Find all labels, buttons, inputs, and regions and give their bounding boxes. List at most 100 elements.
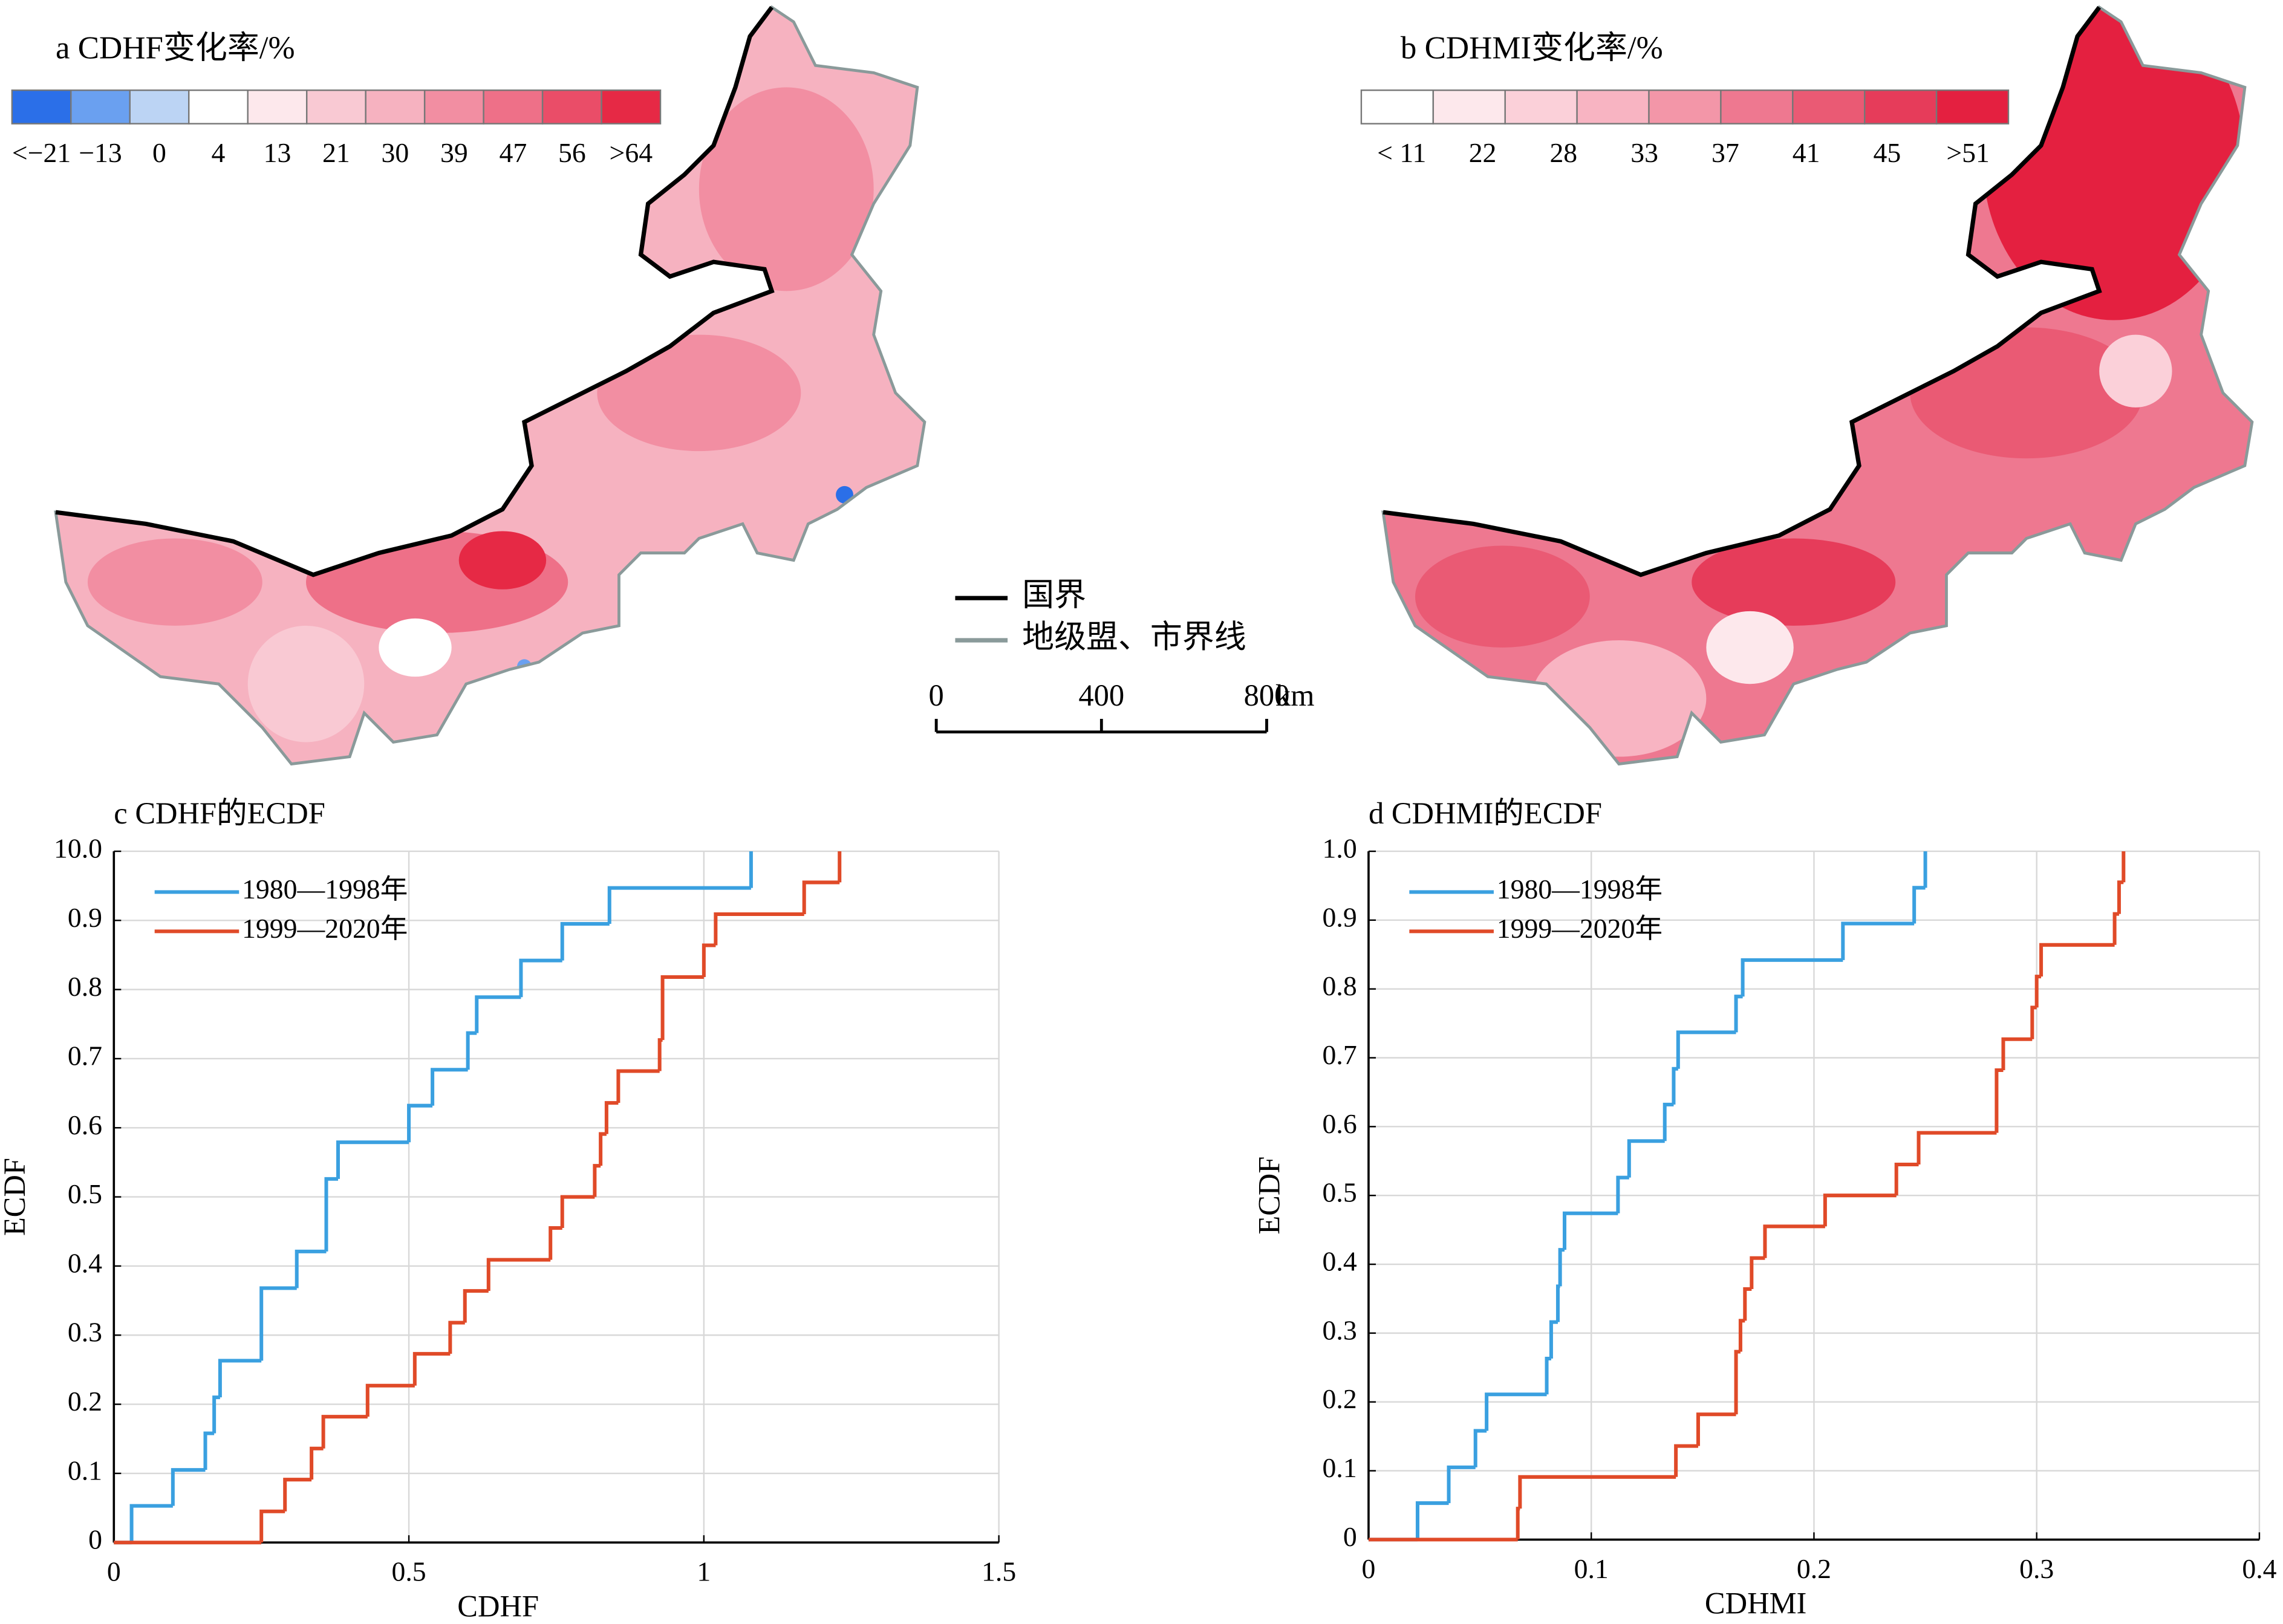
- step-line: [1894, 1162, 1919, 1196]
- step-line: [1447, 1465, 1476, 1504]
- national-border: [1383, 5, 2102, 577]
- colorbar-label: 0: [152, 137, 166, 168]
- scale-label: 400: [1078, 678, 1124, 712]
- colorbar-label: 56: [558, 137, 586, 168]
- colorbar-swatch: [541, 89, 602, 125]
- step-line: [802, 880, 840, 915]
- step-line: [2034, 975, 2042, 1008]
- x-tick-label: 0.3: [2019, 1553, 2054, 1584]
- legend-label: 1980—1998年: [1497, 874, 1663, 905]
- y-tick-label: 0: [88, 1524, 102, 1555]
- colorbar-label: >64: [610, 137, 653, 168]
- y-tick-label: 1.0: [1323, 833, 1357, 863]
- colorbar-swatch: [365, 89, 426, 125]
- step-line: [448, 1320, 465, 1354]
- y-tick-label: 0.1: [1323, 1452, 1357, 1483]
- colorbar-swatch: [1792, 89, 1866, 125]
- y-tick-label: 0.6: [68, 1109, 102, 1140]
- step-line: [2030, 1005, 2037, 1039]
- colorbar-swatch: [305, 89, 366, 125]
- step-line: [560, 1195, 595, 1229]
- step-line: [295, 1249, 327, 1288]
- x-axis-label: CDHF: [457, 1590, 539, 1623]
- colorbar-label: 37: [1711, 137, 1739, 168]
- step-line: [1563, 1211, 1618, 1250]
- y-tick-label: 0.3: [68, 1317, 102, 1348]
- colorbar-label: 30: [382, 137, 409, 168]
- colorbar-label: 21: [322, 137, 350, 168]
- step-line: [702, 943, 716, 978]
- step-line: [560, 922, 610, 961]
- x-tick-label: 0.1: [1574, 1553, 1609, 1584]
- step-line: [660, 975, 704, 1041]
- chart-title: d CDHMI的ECDF: [1369, 796, 1602, 830]
- step-line: [1518, 1475, 1676, 1509]
- step-line: [1743, 1287, 1752, 1321]
- step-line: [218, 1359, 262, 1398]
- y-tick-label: 0.3: [1323, 1314, 1357, 1345]
- y-tick-label: 0.5: [1323, 1177, 1357, 1208]
- colorbar-swatch: [601, 89, 662, 125]
- colorbar-swatch: [247, 89, 308, 125]
- step-line: [171, 1468, 206, 1506]
- x-tick-label: 0.5: [391, 1556, 426, 1587]
- step-line: [519, 958, 562, 998]
- colorbar-label: 41: [1793, 137, 1820, 168]
- y-tick-label: 0.2: [68, 1386, 102, 1417]
- legend-label: 1980—1998年: [242, 874, 408, 905]
- step-line: [1555, 1284, 1560, 1322]
- step-line: [1738, 1319, 1745, 1352]
- step-line: [1734, 995, 1743, 1033]
- step-line: [2112, 912, 2119, 945]
- step-line: [1750, 1256, 1765, 1290]
- colorbar-swatch: [1504, 89, 1578, 125]
- colorbar-label: < 11: [1377, 137, 1426, 168]
- step-line: [1912, 886, 1926, 924]
- y-tick-label: 0: [1343, 1521, 1357, 1552]
- step-line: [1627, 1139, 1665, 1178]
- colorbar-swatch: [423, 89, 484, 125]
- map-a: [56, 7, 925, 764]
- colorbar-swatch: [1648, 89, 1722, 125]
- step-line: [431, 1068, 468, 1106]
- x-tick-label: 0: [107, 1556, 121, 1587]
- step-line: [593, 1164, 601, 1197]
- step-line: [486, 1258, 551, 1291]
- y-tick-label: 0.6: [1323, 1108, 1357, 1139]
- step-line: [604, 1101, 619, 1134]
- step-line: [616, 1069, 660, 1103]
- step-line: [1545, 1356, 1551, 1395]
- y-tick-label: 0.8: [1323, 970, 1357, 1001]
- y-tick-label: 0.7: [68, 1040, 102, 1071]
- step-line: [1415, 1501, 1449, 1540]
- chart-title: c CDHF的ECDF: [114, 796, 325, 830]
- step-line: [310, 1446, 324, 1480]
- step-line: [607, 886, 751, 924]
- step-line: [1473, 1429, 1487, 1467]
- y-tick-label: 10.0: [54, 833, 102, 863]
- step-line: [321, 1415, 368, 1449]
- y-tick-label: 0.5: [68, 1178, 102, 1209]
- colorbar-label: 45: [1873, 137, 1901, 168]
- x-tick-label: 1: [697, 1556, 711, 1587]
- step-line: [2039, 943, 2115, 977]
- legend-label: 国界: [1022, 577, 1086, 612]
- colorbar-swatch: [1432, 89, 1506, 125]
- y-tick-label: 0.7: [1323, 1039, 1357, 1070]
- y-axis-label: ECDF: [0, 1158, 31, 1236]
- colorbar-swatch: [1935, 89, 2010, 125]
- colorbar-label: >51: [1946, 137, 1990, 168]
- step-line: [2117, 880, 2124, 914]
- colorbar-label: 22: [1469, 137, 1497, 168]
- step-line: [466, 1031, 477, 1070]
- map-title: b CDHMI变化率/%: [1401, 30, 1663, 65]
- step-line: [1763, 1224, 1825, 1258]
- national-border: [55, 5, 775, 577]
- chart: c CDHF的ECDF 0 0.1 0.2 0.3 0.4 0.5 0.6 0.7 0.8 0.9 1…: [0, 796, 1016, 1623]
- step-line: [2001, 1037, 2033, 1071]
- colorbar-swatch: [483, 89, 544, 125]
- step-line: [336, 1140, 409, 1179]
- y-tick-label: 0.8: [68, 971, 102, 1002]
- map-shading: [87, 87, 874, 742]
- step-line: [549, 1226, 562, 1260]
